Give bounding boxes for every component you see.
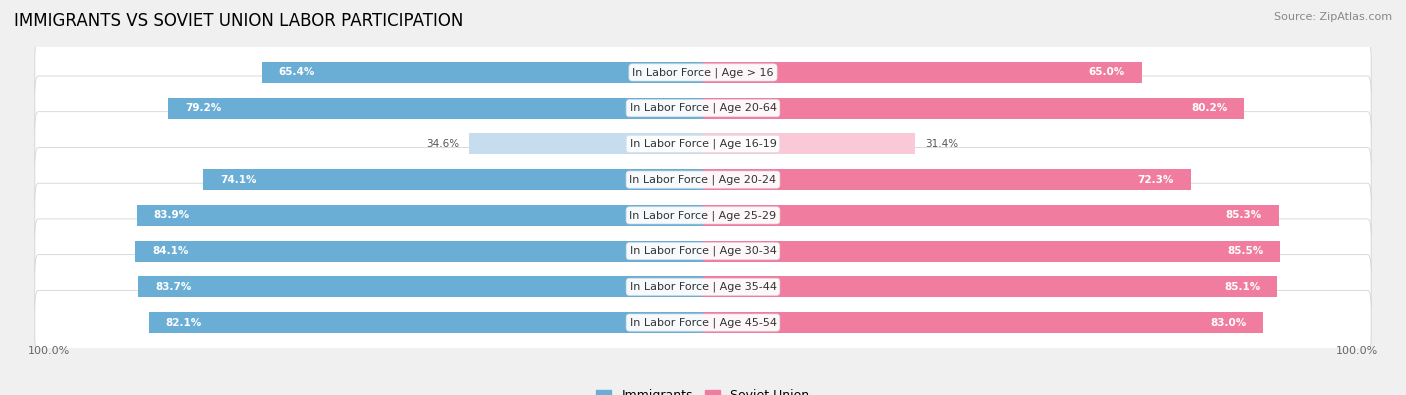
Bar	[138, 276, 703, 297]
FancyBboxPatch shape	[35, 183, 1371, 248]
Text: 83.9%: 83.9%	[153, 211, 190, 220]
Bar	[149, 312, 703, 333]
FancyBboxPatch shape	[35, 147, 1371, 212]
Text: In Labor Force | Age 25-29: In Labor Force | Age 25-29	[630, 210, 776, 221]
Bar	[169, 98, 703, 119]
FancyBboxPatch shape	[35, 255, 1371, 319]
Legend: Immigrants, Soviet Union: Immigrants, Soviet Union	[592, 384, 814, 395]
Text: 74.1%: 74.1%	[219, 175, 256, 184]
Text: In Labor Force | Age 45-54: In Labor Force | Age 45-54	[630, 317, 776, 328]
Bar	[470, 134, 703, 154]
Bar	[703, 276, 1277, 297]
Bar	[703, 312, 1263, 333]
Text: In Labor Force | Age 16-19: In Labor Force | Age 16-19	[630, 139, 776, 149]
Bar	[703, 134, 915, 154]
Text: Source: ZipAtlas.com: Source: ZipAtlas.com	[1274, 12, 1392, 22]
Text: In Labor Force | Age > 16: In Labor Force | Age > 16	[633, 67, 773, 78]
Bar	[703, 169, 1191, 190]
Text: In Labor Force | Age 20-64: In Labor Force | Age 20-64	[630, 103, 776, 113]
Text: 72.3%: 72.3%	[1137, 175, 1174, 184]
Bar	[703, 62, 1142, 83]
Text: IMMIGRANTS VS SOVIET UNION LABOR PARTICIPATION: IMMIGRANTS VS SOVIET UNION LABOR PARTICI…	[14, 12, 464, 30]
Text: In Labor Force | Age 35-44: In Labor Force | Age 35-44	[630, 282, 776, 292]
Text: 85.5%: 85.5%	[1227, 246, 1263, 256]
Bar	[202, 169, 703, 190]
Text: 83.7%: 83.7%	[155, 282, 191, 292]
Bar	[703, 241, 1279, 261]
Text: 34.6%: 34.6%	[426, 139, 460, 149]
Text: 31.4%: 31.4%	[925, 139, 957, 149]
FancyBboxPatch shape	[35, 76, 1371, 140]
Bar	[136, 205, 703, 226]
Text: 82.1%: 82.1%	[166, 318, 202, 327]
Bar	[262, 62, 703, 83]
Text: 80.2%: 80.2%	[1191, 103, 1227, 113]
Text: 100.0%: 100.0%	[28, 346, 70, 356]
Text: 85.1%: 85.1%	[1225, 282, 1260, 292]
Bar	[703, 205, 1278, 226]
Text: 84.1%: 84.1%	[152, 246, 188, 256]
FancyBboxPatch shape	[35, 112, 1371, 176]
Text: In Labor Force | Age 30-34: In Labor Force | Age 30-34	[630, 246, 776, 256]
Bar	[135, 241, 703, 261]
Text: 100.0%: 100.0%	[1336, 346, 1378, 356]
FancyBboxPatch shape	[35, 40, 1371, 105]
FancyBboxPatch shape	[35, 219, 1371, 283]
Text: 65.4%: 65.4%	[278, 68, 315, 77]
Text: 83.0%: 83.0%	[1211, 318, 1246, 327]
Text: 85.3%: 85.3%	[1226, 211, 1261, 220]
Bar	[703, 98, 1244, 119]
Text: 79.2%: 79.2%	[186, 103, 222, 113]
Text: 65.0%: 65.0%	[1088, 68, 1125, 77]
Text: In Labor Force | Age 20-24: In Labor Force | Age 20-24	[630, 174, 776, 185]
FancyBboxPatch shape	[35, 290, 1371, 355]
